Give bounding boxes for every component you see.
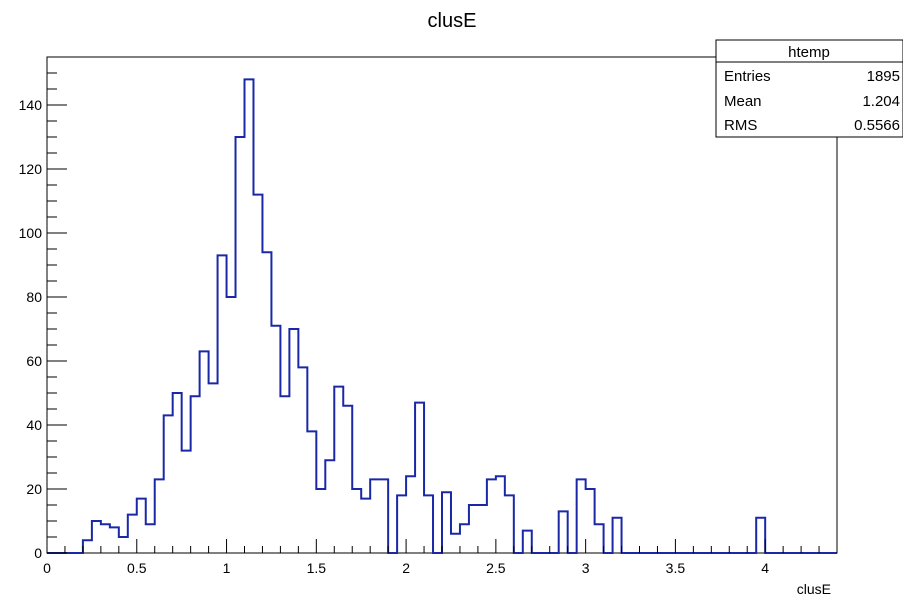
x-tick-label: 0	[43, 560, 51, 576]
stats-box-title: htemp	[788, 44, 830, 61]
y-tick-label: 100	[19, 225, 43, 241]
x-tick-label: 3.5	[666, 560, 686, 576]
y-tick-label: 20	[26, 481, 42, 497]
y-tick-label: 40	[26, 417, 42, 433]
x-axis: 0 0.5 1 1.5 2 2.5 3 3.5 4	[43, 539, 838, 576]
chart-title: clusE	[428, 10, 477, 32]
x-tick-label: 1	[223, 560, 231, 576]
stats-mean-value: 1.204	[862, 93, 900, 110]
y-axis: 0 20 40 60 80 100 120 140	[19, 56, 67, 561]
y-tick-label: 120	[19, 161, 43, 177]
histogram-bars	[47, 78, 837, 554]
y-tick-label: 80	[26, 289, 42, 305]
stats-entries-label: Entries	[724, 68, 771, 85]
y-tick-label: 60	[26, 353, 42, 369]
stats-rms-value: 0.5566	[854, 117, 900, 134]
stats-box: htemp Entries 1895 Mean 1.204 RMS 0.5566	[715, 39, 903, 138]
stats-mean-label: Mean	[724, 93, 762, 110]
x-tick-label: 4	[761, 560, 769, 576]
y-tick-label: 0	[34, 545, 42, 561]
x-axis-label: clusE	[797, 581, 831, 595]
x-tick-label: 2	[402, 560, 410, 576]
x-tick-label: 2.5	[486, 560, 506, 576]
y-tick-label: 140	[19, 97, 43, 113]
x-tick-label: 1.5	[307, 560, 327, 576]
stats-box-frame	[715, 39, 903, 138]
stats-rms-label: RMS	[724, 117, 757, 134]
histogram-outline	[47, 78, 837, 554]
x-tick-label: 0.5	[127, 560, 147, 576]
x-tick-label: 3	[582, 560, 590, 576]
stats-entries-value: 1895	[867, 68, 900, 85]
